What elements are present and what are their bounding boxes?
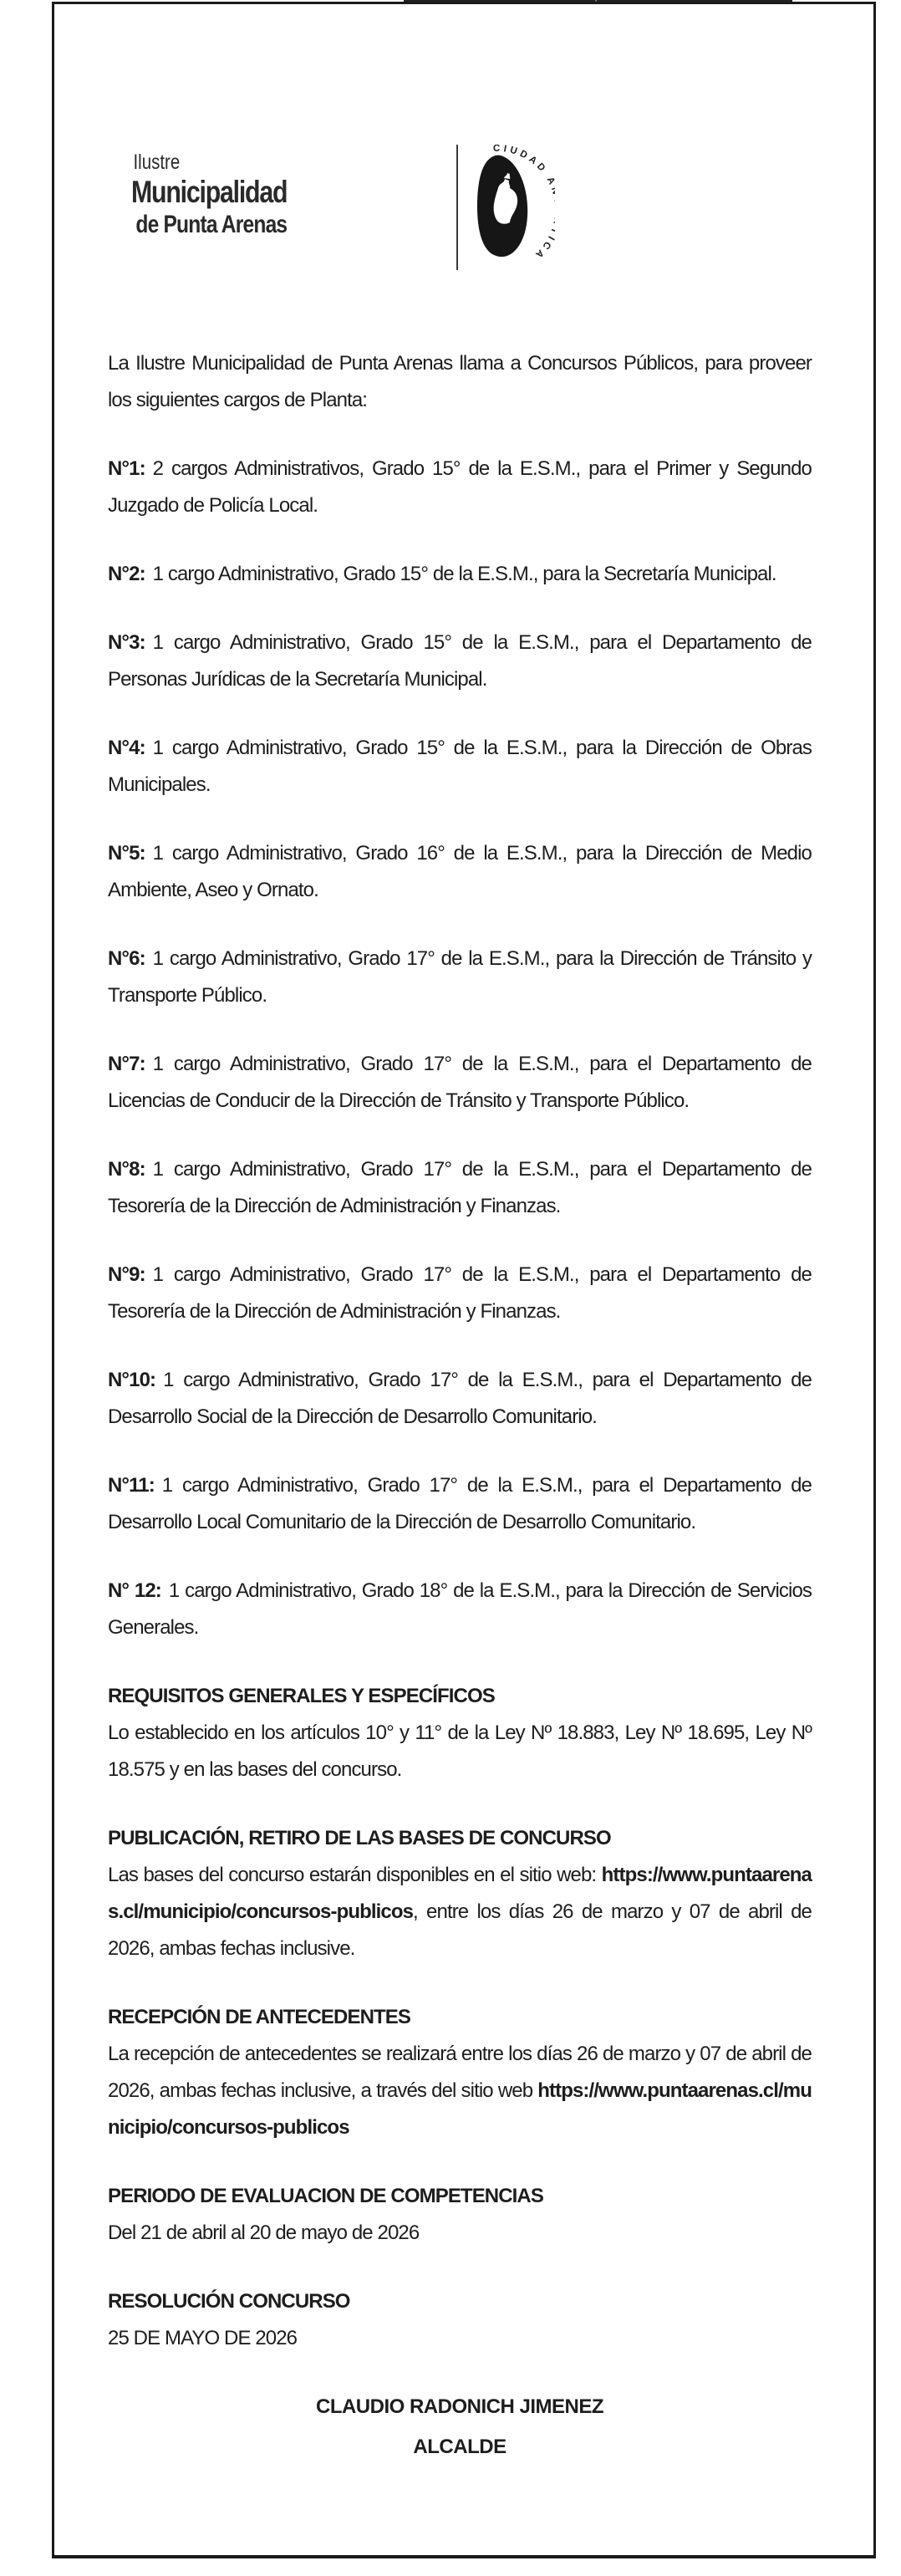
- job-item-text: 2 cargos Administrativos, Grado 15° de l…: [108, 457, 812, 517]
- section-requisitos: REQUISITOS GENERALES Y ESPECÍFICOS Lo es…: [108, 1678, 812, 1788]
- job-item-text: 1 cargo Administrativo, Grado 15° de la …: [108, 631, 812, 691]
- section-text-after-url: , entre los días 26 de marzo y 07 de abr…: [108, 1900, 812, 1960]
- job-item-text: 1 cargo Administrativo, Grado 17° de la …: [108, 1263, 812, 1323]
- signature-name: CLAUDIO RADONICH JIMENEZ: [315, 2395, 604, 2418]
- job-item: N°1: 2 cargos Administrativos, Grado 15° …: [108, 451, 812, 524]
- job-item-text: 1 cargo Administrativo, Grado 16° de la …: [108, 842, 812, 901]
- job-item-text: 1 cargo Administrativo, Grado 17° de la …: [108, 1053, 812, 1112]
- job-item-label: N°8:: [108, 1158, 146, 1181]
- section-heading: RECEPCIÓN DE ANTECEDENTES: [108, 2006, 411, 2028]
- job-item-label: N°4:: [108, 737, 146, 759]
- job-item-label: N°5:: [108, 842, 146, 865]
- job-item-label: N°7:: [108, 1053, 146, 1075]
- logo-line-de-punta-arenas: de Punta Arenas: [135, 211, 288, 239]
- job-item: N°5: 1 cargo Administrativo, Grado 16° de…: [108, 835, 812, 909]
- section-text-before-url: Las bases del concurso estarán disponibl…: [108, 1864, 602, 1886]
- job-item-text: 1 cargo Administrativo, Grado 18° de la …: [108, 1579, 812, 1639]
- job-item: N°8: 1 cargo Administrativo, Grado 17° de…: [108, 1151, 812, 1225]
- section-heading: PERIODO DE EVALUACION DE COMPETENCIAS: [108, 2185, 544, 2207]
- job-item-text: 1 cargo Administrativo, Grado 15° de la …: [108, 737, 812, 796]
- section-body: Del 21 de abril al 20 de mayo de 2026: [108, 2221, 420, 2244]
- job-item-label: N°11:: [108, 1474, 155, 1497]
- logo-wordmark: Ilustre Municipalidad de Punta Arenas: [131, 145, 288, 240]
- section-body: 25 DE MAYO DE 2026: [108, 2327, 298, 2349]
- job-item-text: 1 cargo Administrativo, Grado 15° de la …: [152, 563, 777, 585]
- job-item-label: N°6:: [108, 947, 146, 970]
- logo-divider: [456, 145, 459, 270]
- section-publicacion: PUBLICACIÓN, RETIRO DE LAS BASES DE CONC…: [108, 1820, 812, 1967]
- section-body: La recepción de antecedentes se realizar…: [108, 2036, 812, 2146]
- signature-title: ALCALDE: [413, 2436, 506, 2458]
- section-text-before-url: La recepción de antecedentes se realizar…: [108, 2043, 812, 2102]
- section-resolucion: RESOLUCIÓN CONCURSO 25 DE MAYO DE 2026: [108, 2283, 812, 2357]
- section-heading: PUBLICACIÓN, RETIRO DE LAS BASES DE CONC…: [108, 1827, 612, 1849]
- job-item-label: N°3:: [108, 631, 146, 654]
- antecedentes-url-text: https://www.puntaarenas.cl/municipio/con…: [108, 2079, 812, 2139]
- logo-line-ilustre: Ilustre: [133, 150, 181, 174]
- job-item: N°6: 1 cargo Administrativo, Grado 17° de…: [108, 941, 812, 1014]
- job-item: N°3: 1 cargo Administrativo, Grado 15° de…: [108, 625, 812, 698]
- intro-paragraph: La Ilustre Municipalidad de Punta Arenas…: [108, 352, 812, 411]
- job-item-text: 1 cargo Administrativo, Grado 17° de la …: [108, 1158, 812, 1217]
- job-item: N°11: 1 cargo Administrativo, Grado 17° d…: [108, 1467, 812, 1541]
- job-item: N°4: 1 cargo Administrativo, Grado 15° de…: [108, 730, 812, 803]
- job-item: N°10: 1 cargo Administrativo, Grado 17° d…: [108, 1362, 812, 1436]
- bases-url-text: https://www.puntaarenas.cl/municipio/con…: [108, 1864, 812, 1923]
- job-item: N° 12: 1 cargo Administrativo, Grado 18° …: [108, 1573, 812, 1646]
- municipality-logo: Ilustre Municipalidad de Punta Arenas CI…: [131, 145, 812, 272]
- section-heading: REQUISITOS GENERALES Y ESPECÍFICOS: [108, 1685, 496, 1707]
- job-item-text: 1 cargo Administrativo, Grado 17° de la …: [108, 1369, 812, 1428]
- job-item-label: N°1:: [108, 457, 146, 480]
- section-body: Lo establecido en los artículos 10° y 11…: [108, 1722, 812, 1781]
- job-item-text: 1 cargo Administrativo, Grado 17° de la …: [108, 947, 812, 1007]
- job-item-label: N°10:: [108, 1369, 156, 1391]
- job-item: N°7: 1 cargo Administrativo, Grado 17° de…: [108, 1046, 812, 1120]
- antarctica-seal-icon: CIUDAD ANTARTICA: [477, 145, 555, 262]
- notice-body: La Ilustre Municipalidad de Punta Arenas…: [108, 345, 812, 2466]
- signature-block: CLAUDIO RADONICH JIMENEZ ALCALDE: [108, 2389, 812, 2466]
- logo-line-municipalidad: Municipalidad: [131, 174, 288, 209]
- section-recepcion: RECEPCIÓN DE ANTECEDENTES La recepción d…: [108, 1999, 812, 2146]
- job-item-label: N°9:: [108, 1263, 146, 1286]
- document-content: Ilustre Municipalidad de Punta Arenas CI…: [54, 145, 873, 2466]
- job-item: N°9: 1 cargo Administrativo, Grado 17° de…: [108, 1257, 812, 1330]
- document-frame: Ilustre Municipalidad de Punta Arenas CI…: [52, 2, 876, 2558]
- section-body: Las bases del concurso estarán disponibl…: [108, 1857, 812, 1967]
- job-item-text: 1 cargo Administrativo, Grado 17° de la …: [108, 1474, 812, 1533]
- section-heading: RESOLUCIÓN CONCURSO: [108, 2290, 350, 2313]
- job-item: N°2: 1 cargo Administrativo, Grado 15° de…: [108, 556, 812, 593]
- job-item-label: N°2:: [108, 563, 146, 585]
- section-periodo: PERIODO DE EVALUACION DE COMPETENCIAS De…: [108, 2178, 812, 2252]
- job-item-label: N° 12:: [108, 1579, 162, 1602]
